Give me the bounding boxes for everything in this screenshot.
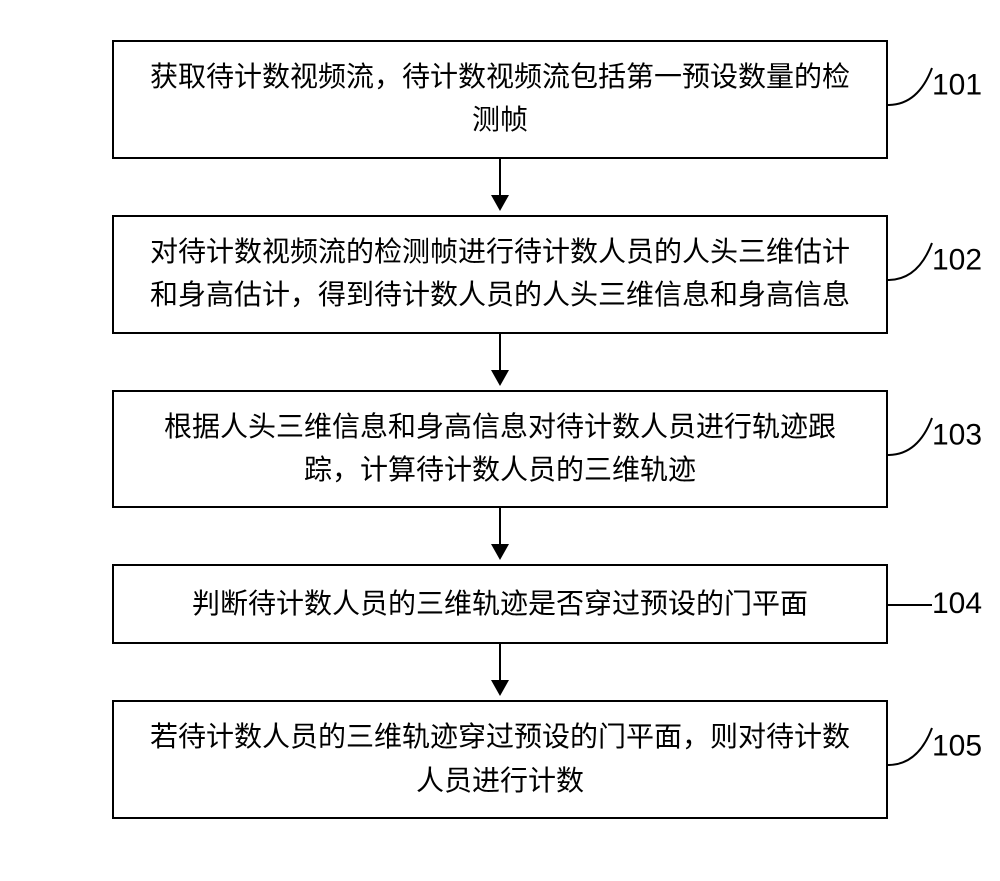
- step-101: 获取待计数视频流，待计数视频流包括第一预设数量的检测帧 101: [112, 40, 888, 159]
- arrow-line: [499, 334, 501, 372]
- arrow-line: [499, 644, 501, 682]
- step-text: 获取待计数视频流，待计数视频流包括第一预设数量的检测帧: [150, 56, 850, 143]
- step-label: 105: [932, 729, 982, 763]
- step-box: 若待计数人员的三维轨迹穿过预设的门平面，则对待计数人员进行计数: [112, 700, 888, 819]
- step-box: 判断待计数人员的三维轨迹是否穿过预设的门平面: [112, 564, 888, 644]
- step-label: 104: [932, 587, 982, 621]
- arrow: [68, 508, 932, 564]
- flowchart: 获取待计数视频流，待计数视频流包括第一预设数量的检测帧 101 对待计数视频流的…: [68, 40, 932, 819]
- step-box: 获取待计数视频流，待计数视频流包括第一预设数量的检测帧: [112, 40, 888, 159]
- step-box: 对待计数视频流的检测帧进行待计数人员的人头三维估计和身高估计，得到待计数人员的人…: [112, 215, 888, 334]
- label-connector: [888, 604, 932, 606]
- arrow: [68, 644, 932, 700]
- step-text: 若待计数人员的三维轨迹穿过预设的门平面，则对待计数人员进行计数: [150, 716, 850, 803]
- step-text: 对待计数视频流的检测帧进行待计数人员的人头三维估计和身高估计，得到待计数人员的人…: [150, 231, 850, 318]
- arrow-line: [499, 159, 501, 197]
- step-102: 对待计数视频流的检测帧进行待计数人员的人头三维估计和身高估计，得到待计数人员的人…: [112, 215, 888, 334]
- step-label: 101: [932, 69, 982, 103]
- step-text: 判断待计数人员的三维轨迹是否穿过预设的门平面: [192, 583, 808, 626]
- step-104: 判断待计数人员的三维轨迹是否穿过预设的门平面 104: [112, 564, 888, 644]
- step-label: 102: [932, 244, 982, 278]
- step-105: 若待计数人员的三维轨迹穿过预设的门平面，则对待计数人员进行计数 105: [112, 700, 888, 819]
- arrow-head-icon: [491, 370, 509, 386]
- step-103: 根据人头三维信息和身高信息对待计数人员进行轨迹跟踪，计算待计数人员的三维轨迹 1…: [112, 390, 888, 509]
- step-box: 根据人头三维信息和身高信息对待计数人员进行轨迹跟踪，计算待计数人员的三维轨迹: [112, 390, 888, 509]
- arrow-head-icon: [491, 680, 509, 696]
- arrow: [68, 334, 932, 390]
- arrow-line: [499, 508, 501, 546]
- arrow: [68, 159, 932, 215]
- arrow-head-icon: [491, 544, 509, 560]
- step-label: 103: [932, 418, 982, 452]
- arrow-head-icon: [491, 195, 509, 211]
- step-text: 根据人头三维信息和身高信息对待计数人员进行轨迹跟踪，计算待计数人员的三维轨迹: [150, 406, 850, 493]
